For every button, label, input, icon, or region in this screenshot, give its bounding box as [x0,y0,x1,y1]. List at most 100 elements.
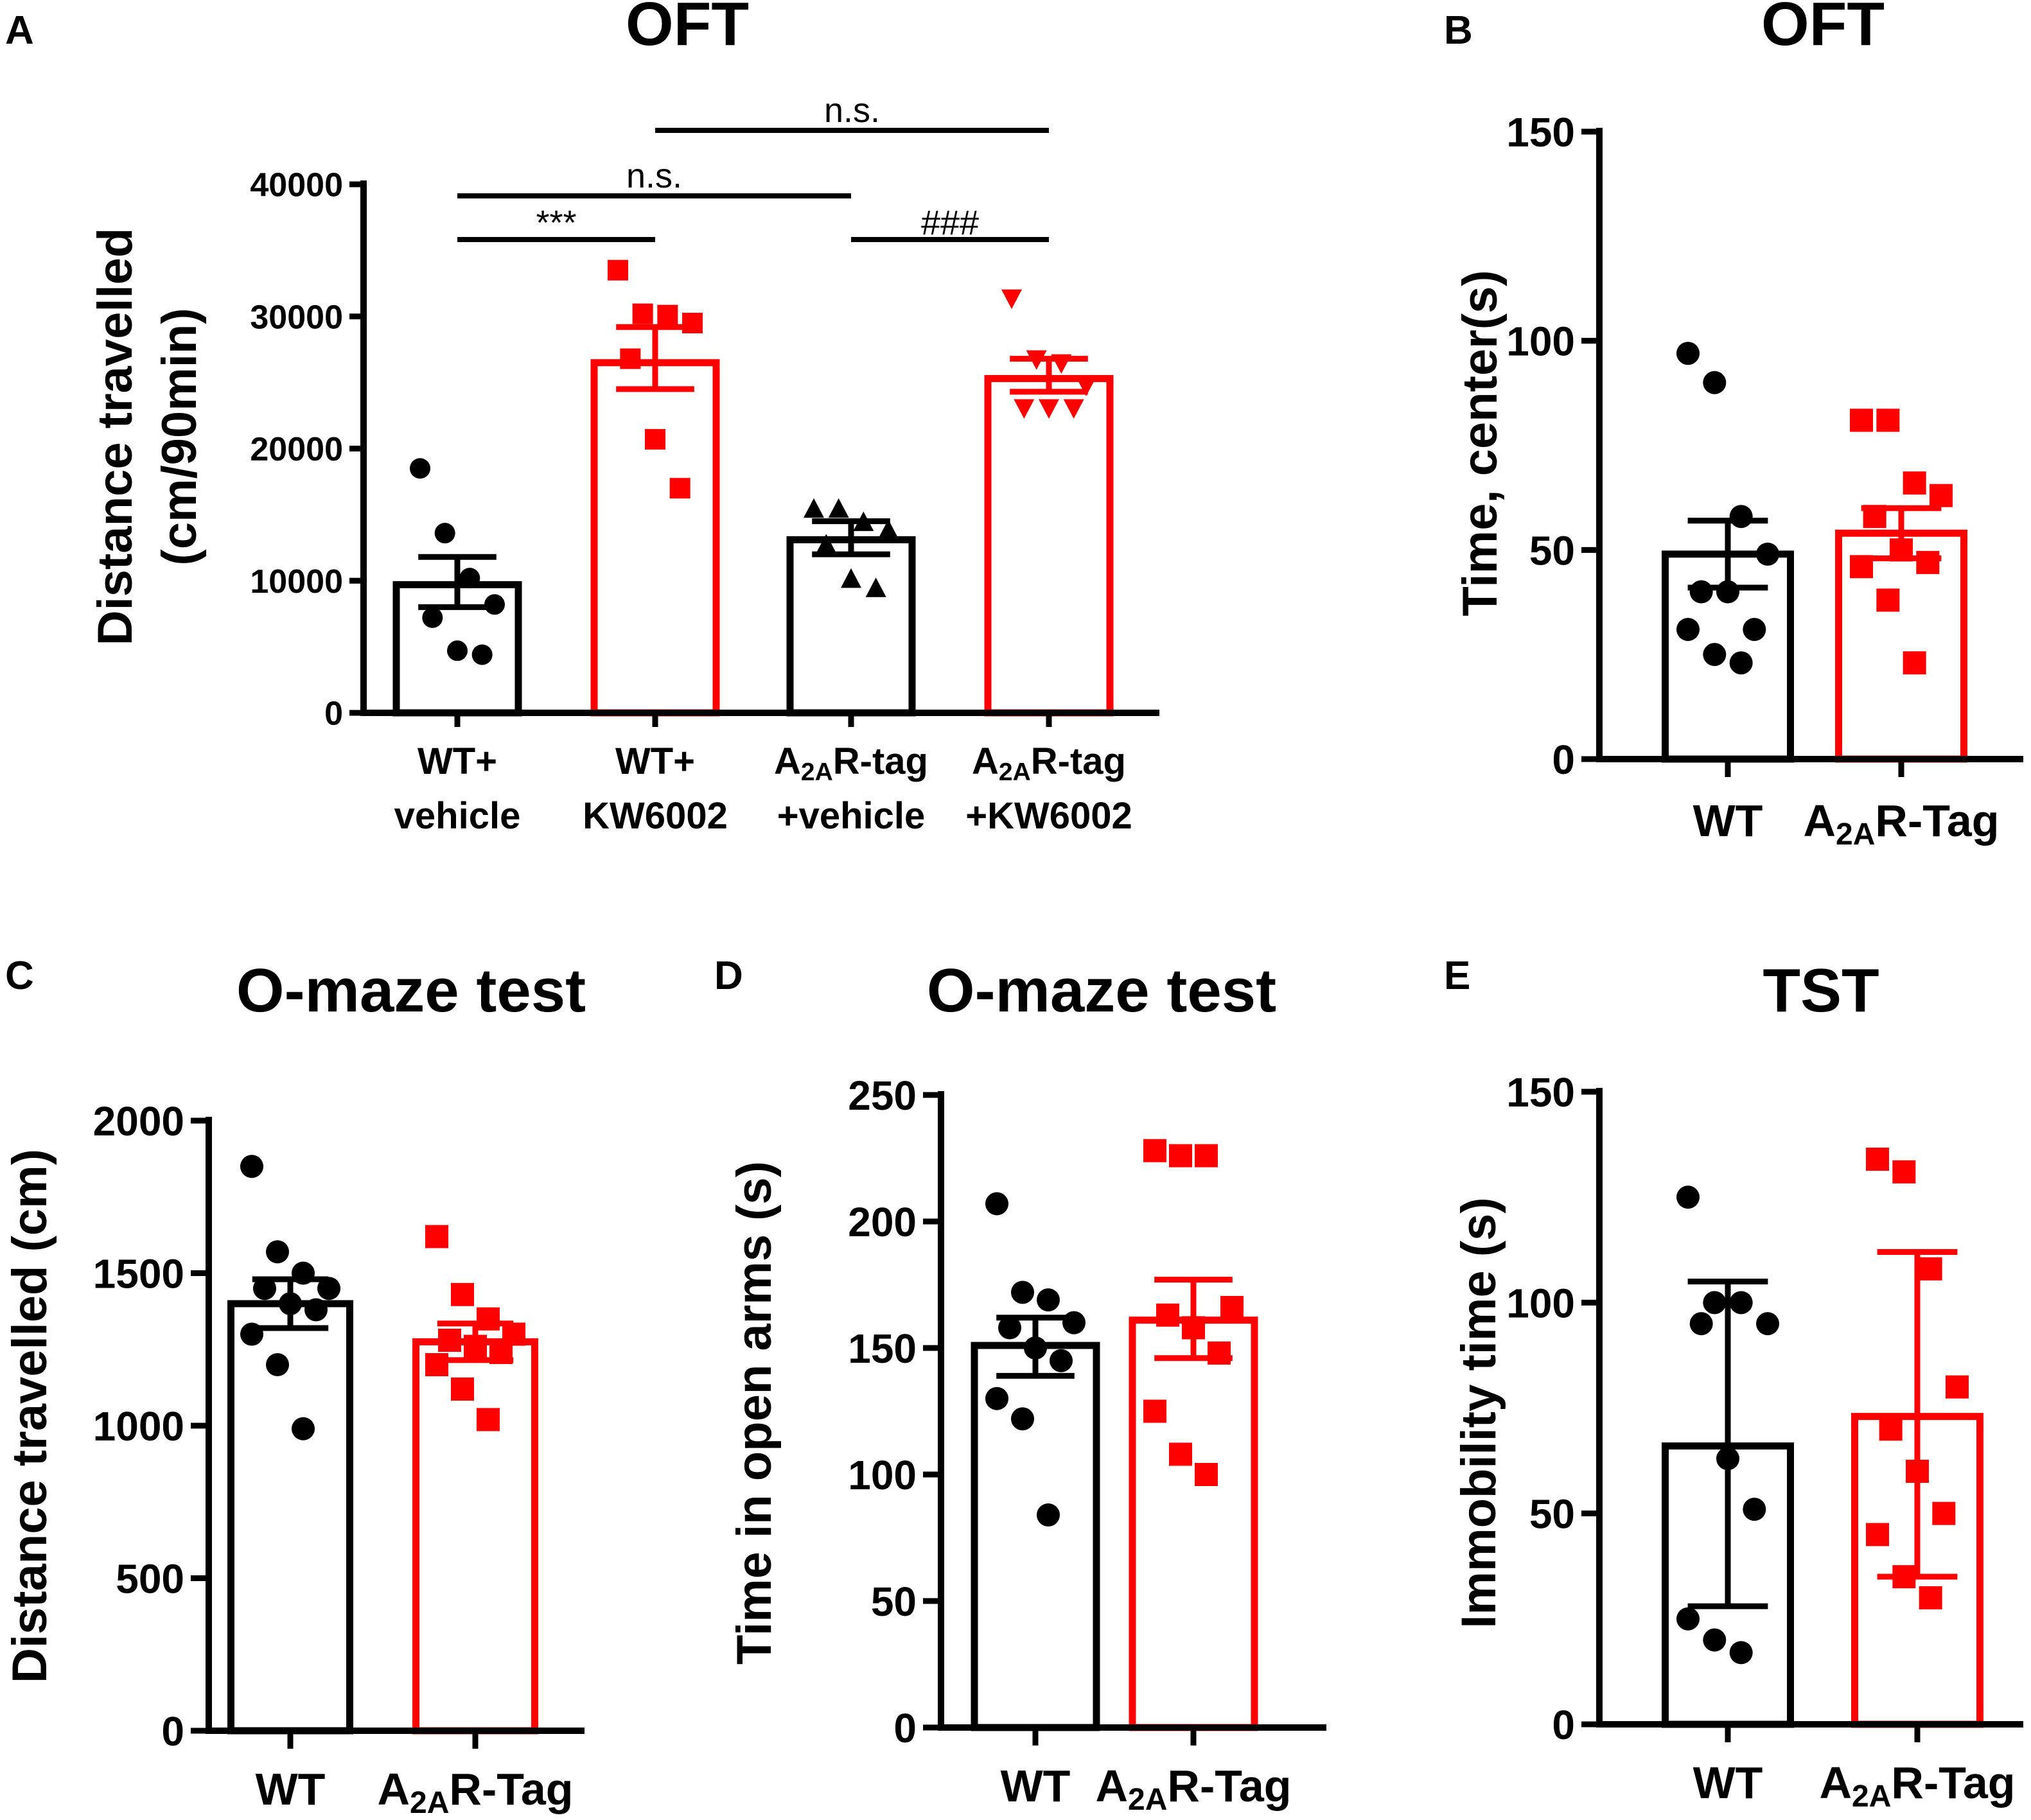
label-text: A [1819,1758,1852,1808]
data-point [1729,1641,1753,1665]
x-tick-label: WT+ [615,740,695,782]
y-tick-label: 50 [871,1579,917,1625]
label-suffix: R-Tag [1167,1761,1291,1811]
data-point [1729,505,1753,529]
data-point [1220,1295,1244,1319]
label-suffix: R-Tag [1875,796,1999,846]
data-point [1001,289,1022,310]
label-text: +KW6002 [965,795,1132,837]
y-tick-label: 20000 [250,431,343,468]
data-point [1076,376,1096,396]
chart-title: O-maze test [927,956,1276,1025]
chart-panel-e: TST Immobility time (s) 0 50 100 150 WT A2AR-… [1452,956,2023,1814]
data-point [1169,1442,1192,1466]
data-point [878,519,899,539]
x-tick-label: WT [1001,1761,1071,1811]
data-point [1039,399,1059,419]
data-point [1676,342,1700,365]
x-tick-label: +vehicle [777,795,926,837]
chart-title: TST [1763,956,1879,1025]
y-tick-label: 150 [1506,109,1575,155]
data-point [816,534,837,554]
y-axis-label: Immobility time (s) [1452,1197,1506,1628]
label-text: WT [256,1764,326,1814]
y-tick-label: 1500 [93,1251,184,1297]
x-tick-label: A2AR-Tag [1819,1758,2015,1814]
data-point [632,303,653,324]
significance-label: *** [536,204,576,242]
data-point [1729,1291,1753,1315]
data-point [477,1307,500,1331]
data-point [410,458,430,479]
bar-1 [412,1338,538,1735]
x-tick-label: A2AR-tag [972,740,1126,786]
data-point [1011,1281,1034,1304]
data-point [434,523,455,544]
chart-panel-c: O-maze test Distance travelled (cm) 0 500… [3,956,586,1820]
data-point [804,498,824,518]
label-text: WT [1001,1761,1071,1811]
label-text: WT [1693,1758,1763,1808]
data-point [1703,643,1727,667]
y-axis-label: Distance travelled (cm) [3,1149,57,1683]
data-point [1195,1144,1218,1168]
y-tick-label: 50 [1529,1491,1575,1537]
y-tick-label: 100 [848,1452,917,1498]
label-text: WT [1693,796,1763,846]
data-point [1850,408,1873,432]
data-point [471,644,493,665]
data-point [620,348,641,369]
data-point [1676,1607,1700,1631]
data-point [451,1378,474,1401]
y-tick-label: 30000 [250,299,343,336]
data-point [1156,1303,1179,1327]
y-tick-label: 150 [1506,1069,1575,1116]
data-point [1892,1160,1916,1184]
data-point [422,607,443,628]
data-point [828,498,849,518]
label-subscript: 2A [410,1786,449,1820]
significance-label: n.s. [824,91,880,130]
panel-label-C: C [5,954,34,998]
label-text: WT+ [418,740,497,782]
data-point [1932,1501,1956,1525]
y-tick-label: 100 [1506,1280,1575,1326]
y-tick-label: 150 [848,1326,917,1372]
data-point [266,1353,289,1376]
label-text: KW6002 [583,795,728,837]
data-point [1729,651,1753,675]
x-tick-label: KW6002 [583,795,728,837]
label-text: A [1803,796,1836,846]
data-point [1050,1349,1073,1372]
x-tick-label: WT [256,1764,326,1814]
data-point [841,568,861,588]
y-tick-label: 200 [848,1199,917,1245]
data-point [1676,618,1700,642]
y-axis-label-line-1: Distance travelled [88,228,143,646]
label-text: +vehicle [777,795,926,837]
data-point [1866,1523,1889,1546]
x-tick-label: WT [1693,796,1763,846]
data-point [645,429,665,450]
label-subscript: 2A [1852,1780,1891,1814]
y-axis-label: Time, center(s) [1453,270,1508,616]
label-text: A [377,1764,410,1814]
chart-panel-d: O-maze test Time in open arms (s) 0 50 100… [727,956,1326,1817]
data-point [1062,1311,1086,1334]
data-point [657,304,678,326]
data-point [1903,471,1926,495]
data-point [865,577,886,597]
data-point [317,1277,340,1300]
y-tick-label: 0 [161,1708,184,1754]
data-point [985,1387,1008,1410]
data-point [1676,1186,1700,1209]
data-point [1143,1399,1166,1423]
data-point [608,259,628,281]
y-tick-label: 40000 [250,167,343,204]
y-tick-label: 0 [1552,1702,1575,1748]
panel-label-A: A [5,8,34,53]
y-tick-label: 10000 [250,563,343,600]
x-tick-label: A2AR-Tag [1803,796,1999,852]
data-point [1916,550,1940,574]
